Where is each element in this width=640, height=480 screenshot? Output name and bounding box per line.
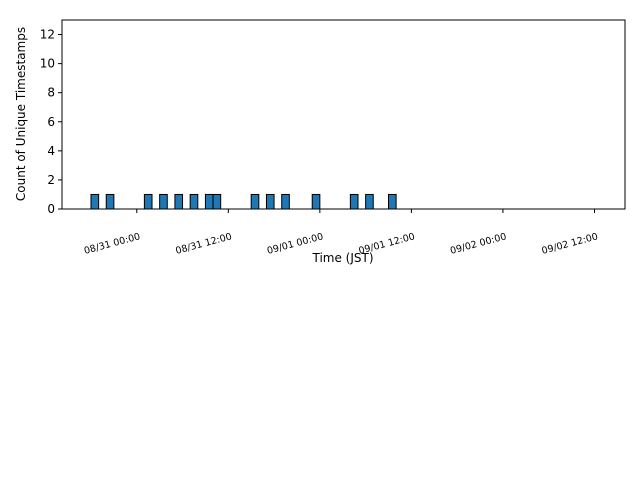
bar <box>349 193 359 210</box>
bar <box>212 193 222 210</box>
bar <box>189 193 199 210</box>
y-tick-label: 0 <box>47 202 55 216</box>
bar <box>311 193 321 210</box>
bar <box>105 193 115 210</box>
bar <box>143 193 153 210</box>
bar <box>265 193 275 210</box>
y-tick-label: 2 <box>47 173 55 187</box>
x-tick-label: 09/02 00:00 <box>449 231 508 257</box>
bar <box>250 193 260 210</box>
y-tick-label: 12 <box>40 28 55 42</box>
y-tick-label: 10 <box>40 57 55 71</box>
x-tick-label: 09/01 12:00 <box>358 231 417 257</box>
bar <box>365 193 374 210</box>
x-tick-label: 08/31 12:00 <box>174 231 233 257</box>
plot-frame <box>61 19 626 210</box>
y-tick-label: 6 <box>47 115 55 129</box>
y-tick-label: 4 <box>47 144 55 158</box>
x-tick-label: 09/02 12:00 <box>541 231 600 257</box>
bar <box>388 193 397 210</box>
bar <box>159 193 168 210</box>
bar <box>281 193 290 210</box>
y-axis-label: Count of Unique Timestamps <box>14 27 28 201</box>
bar <box>204 193 214 210</box>
x-tick-label: 08/31 00:00 <box>83 231 142 257</box>
x-axis-label: Time (JST) <box>311 251 373 265</box>
y-tick-label: 8 <box>47 86 55 100</box>
bar <box>90 193 100 210</box>
bar <box>174 193 184 210</box>
